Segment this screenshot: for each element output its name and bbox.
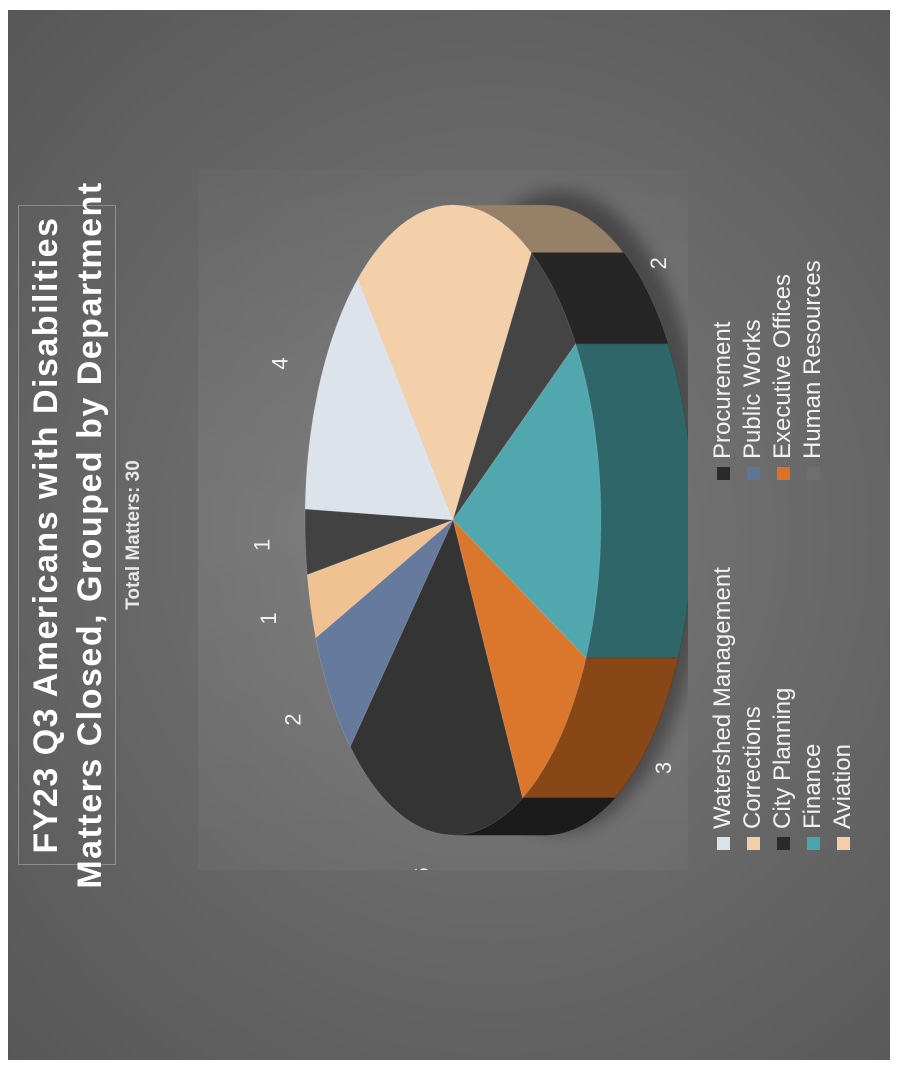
legend-label: Human Resources xyxy=(799,260,826,459)
data-label-public-works: 2 xyxy=(281,713,306,725)
pie-slice-public-works xyxy=(315,519,454,748)
pie-chart: 114625362 xyxy=(249,170,688,870)
data-label-watershed-management: 4 xyxy=(268,357,293,369)
rotated-chart-area: FY23 Q3 Americans with Disabilities Matt… xyxy=(8,10,890,1060)
legend-label: Aviation xyxy=(829,744,856,829)
pie-slice-finance xyxy=(452,342,602,659)
legend-swatch xyxy=(806,837,820,850)
pie-slice-corrections xyxy=(357,204,532,522)
data-label-procurement: 6 xyxy=(409,867,434,870)
pie-slice-executive-offices xyxy=(306,519,454,639)
legend-swatch xyxy=(836,837,850,850)
pie-slice-city-planning xyxy=(452,252,577,521)
chart-frame: FY23 Q3 Americans with Disabilities Matt… xyxy=(8,10,890,1060)
legend-item: Watershed Management xyxy=(708,530,738,850)
legend-swatch xyxy=(716,837,730,850)
pie-slice-aviation xyxy=(452,518,587,799)
legend-label: Watershed Management xyxy=(709,567,736,829)
legend-column-2: Procurement Public Works Executive Offic… xyxy=(708,160,828,480)
data-label-executive-offices: 1 xyxy=(256,612,281,624)
data-label-city-planning: 2 xyxy=(646,257,671,269)
legend-label: Finance xyxy=(799,743,826,829)
legend-swatch xyxy=(716,467,730,480)
legend-item: Executive Offices xyxy=(768,160,798,480)
data-label-aviation: 3 xyxy=(651,762,676,774)
legend-swatch xyxy=(776,837,790,850)
legend-label: Corrections xyxy=(739,706,766,829)
legend-swatch xyxy=(776,467,790,480)
legend-column-1: Watershed Management Corrections City Pl… xyxy=(708,530,858,850)
legend-item: Human Resources xyxy=(798,160,828,480)
plot-area: 114625362 xyxy=(198,170,688,870)
legend-item: Public Works xyxy=(738,160,768,480)
legend-swatch xyxy=(746,837,760,850)
legend-label: City Planning xyxy=(769,687,796,829)
legend-label: Public Works xyxy=(739,319,766,459)
legend-item: Corrections xyxy=(738,530,768,850)
legend-item: Procurement xyxy=(708,160,738,480)
chart-title-line-1: FY23 Q3 Americans with Disabilities xyxy=(27,216,65,854)
legend-item: Finance xyxy=(798,530,828,850)
chart-subtitle: Total Matters: 30 xyxy=(123,460,144,610)
chart-title-line-2: Matters Closed, Grouped by Department xyxy=(71,181,109,889)
chart-title: FY23 Q3 Americans with Disabilities Matt… xyxy=(24,10,112,1060)
pie-slice-procurement xyxy=(349,518,523,836)
pie-slice-watershed-management xyxy=(304,277,454,521)
legend-swatch xyxy=(806,467,820,480)
legend-label: Executive Offices xyxy=(769,274,796,459)
legend-item: City Planning xyxy=(768,530,798,850)
legend-item: Aviation xyxy=(828,530,858,850)
legend-label: Procurement xyxy=(709,321,736,459)
legend-swatch xyxy=(746,467,760,480)
pie-slice-human-resources xyxy=(304,508,454,576)
data-label-human-resources: 1 xyxy=(249,539,274,551)
